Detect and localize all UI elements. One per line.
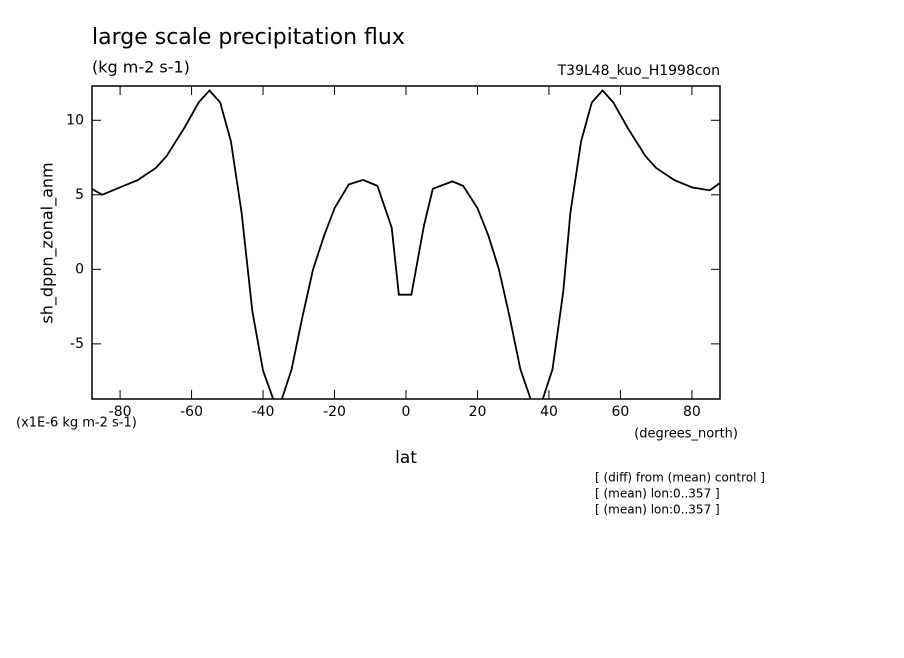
y-tick-label: 5 [75,187,84,203]
x-tick-label: 20 [469,404,487,420]
x-tick-label: 60 [612,404,630,420]
note: [ (mean) lon:0..357 ] [595,503,720,517]
y-tick-label: 10 [66,112,84,128]
experiment: T39L48_kuo_H1998con [557,63,720,79]
x-axis-label: lat [395,448,417,468]
x-tick-label: 0 [402,404,411,420]
y-tick-label: -5 [70,336,84,352]
chart-title: large scale precipitation flux [92,25,405,50]
x-tick-label: -40 [252,404,275,420]
x-tick-label: 80 [683,404,701,420]
x-tick-label: -20 [323,404,346,420]
x-tick-label: 40 [540,404,558,420]
x-units: (degrees_north) [634,427,738,442]
note: [ (diff) from (mean) control ] [595,471,765,485]
y-tick-label: 0 [75,261,84,277]
y-axis-label: sh_dppn_zonal_anm [38,162,58,323]
x-tick-label: -60 [180,404,203,420]
x-tick-label: -80 [109,404,132,420]
subtitle: (kg m-2 s-1) [92,58,190,77]
plot-frame [91,85,721,400]
y-units: (x1E-6 kg m-2 s-1) [16,416,137,431]
data-line [92,89,720,399]
note: [ (mean) lon:0..357 ] [595,487,720,501]
